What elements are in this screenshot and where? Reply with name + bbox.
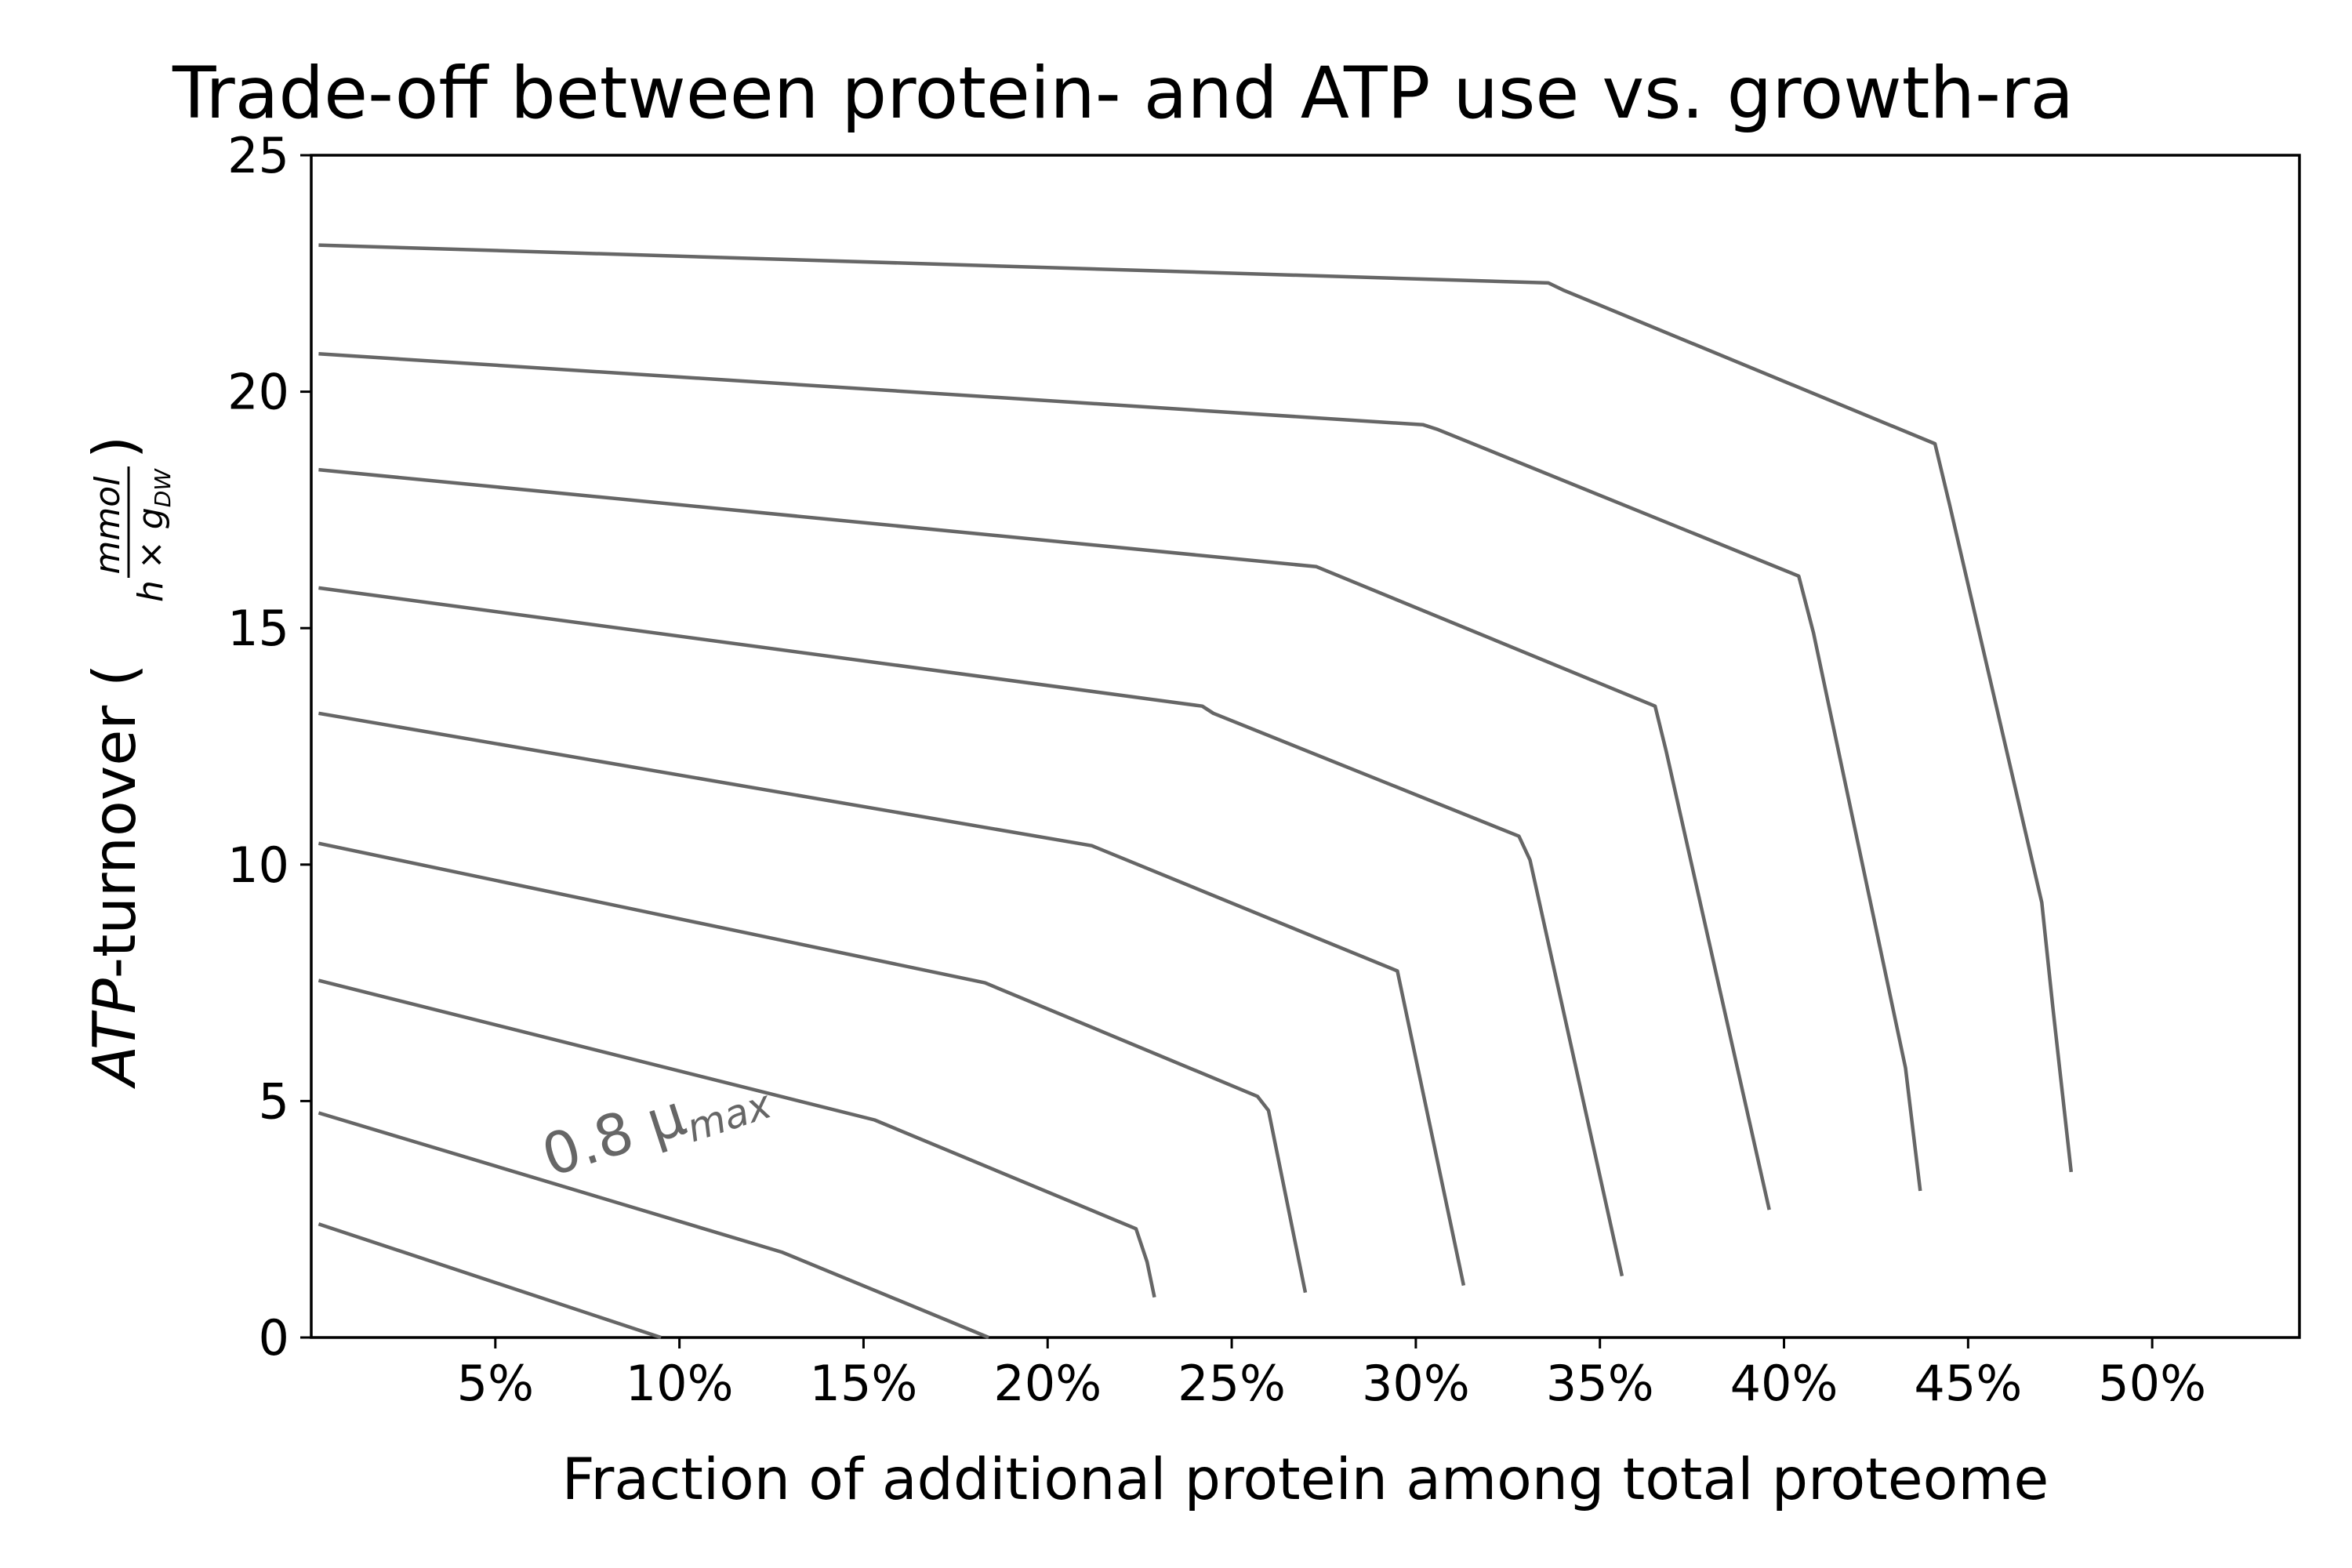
y-axis-label-italic: ATP [80, 978, 149, 1089]
x-tick-label: 40% [1730, 1355, 1838, 1412]
plot-area-frame [310, 154, 2301, 1339]
y-tick-label: 10 [227, 837, 289, 894]
contour-line-6 [318, 586, 1624, 1277]
contour-lines [318, 243, 2074, 1340]
y-axis-label-text: ATP-turnover ( [80, 664, 149, 1089]
y-axis-label-denominator: h × gDW [131, 468, 176, 602]
y-axis-label-main: -turnover ( [80, 664, 149, 978]
chart-title: Trade-off between protein- and ATP use v… [172, 53, 2074, 135]
x-tick-label: 35% [1546, 1355, 1654, 1412]
contour-line-4 [318, 841, 1308, 1294]
x-tick-label: 10% [626, 1355, 734, 1412]
y-axis-label-close: ) [80, 436, 149, 459]
y-tick-label: 5 [259, 1073, 289, 1130]
y-axis-ticks: 0 5 10 15 20 25 [227, 127, 311, 1367]
x-tick-label: 30% [1362, 1355, 1470, 1412]
y-tick-label: 20 [227, 364, 289, 421]
x-tick-label: 45% [1914, 1355, 2022, 1412]
y-axis-label: ATP-turnover ( mmol h × gDW ) [80, 436, 176, 1089]
x-tick-label: 25% [1178, 1355, 1286, 1412]
x-axis-ticks: 5% 10% 15% 20% 25% 30% 35% 40% 45% 50% [457, 1338, 2206, 1412]
x-tick-label: 50% [2098, 1355, 2206, 1412]
y-tick-label: 0 [259, 1309, 289, 1367]
y-tick-label: 25 [227, 127, 289, 184]
y-tick-label: 15 [227, 600, 289, 657]
x-tick-label: 20% [993, 1355, 1102, 1412]
contour-line-1 [318, 1222, 662, 1340]
x-tick-label: 15% [810, 1355, 918, 1412]
contour-line-5 [318, 711, 1466, 1287]
x-axis-label: Fraction of additional protein among tot… [562, 1446, 2049, 1513]
contour-line-3 [318, 978, 1156, 1298]
y-axis-label-subscript: DW [150, 468, 176, 508]
contour-line-8 [318, 352, 1922, 1192]
y-axis-label-denominator-main: h × g [131, 507, 171, 602]
y-axis-label-numerator: mmol [88, 476, 128, 575]
contour-line-9 [318, 243, 2074, 1173]
x-tick-label: 5% [457, 1355, 534, 1412]
contour-line-7 [318, 467, 1771, 1210]
contour-line-2 [318, 1111, 989, 1340]
